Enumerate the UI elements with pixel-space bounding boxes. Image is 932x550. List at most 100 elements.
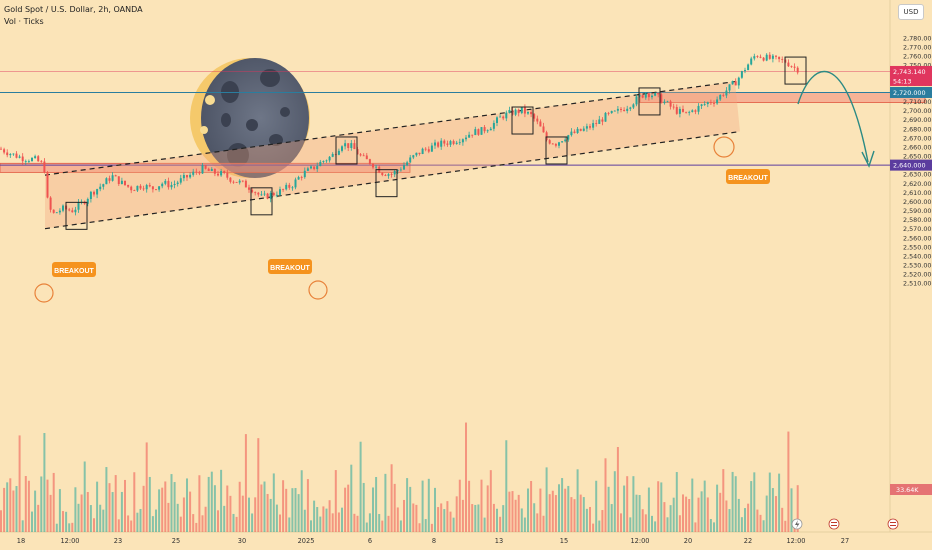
- volume-bar: [595, 480, 598, 532]
- volume-bar: [604, 458, 607, 532]
- volume-bar: [182, 497, 185, 532]
- volume-bar: [654, 521, 657, 532]
- candle-body: [86, 199, 89, 204]
- current-price-tag: 2,743.140: [893, 68, 926, 76]
- candle-body: [545, 132, 548, 141]
- candle-body: [155, 189, 157, 191]
- candle-body: [272, 193, 275, 196]
- candle-body: [347, 143, 350, 148]
- volume-bar: [248, 497, 250, 532]
- candle-body: [554, 144, 557, 146]
- candle-body: [372, 164, 374, 168]
- volume-bar: [334, 470, 337, 532]
- volume-bar: [93, 518, 95, 532]
- candle-body: [263, 193, 266, 195]
- candle-body: [34, 156, 37, 159]
- candle-body: [697, 105, 700, 112]
- candle-body: [480, 127, 483, 135]
- candle-body: [27, 161, 30, 162]
- price-tick-label: 2,610.000: [903, 189, 932, 197]
- candle-body: [15, 153, 18, 158]
- candle-body: [331, 153, 334, 157]
- candle-body: [328, 156, 331, 161]
- volume-bar: [734, 476, 737, 532]
- volume-bar: [716, 484, 719, 532]
- time-tick-label: 13: [495, 537, 503, 545]
- candle-body: [186, 175, 188, 178]
- candle-body: [523, 107, 526, 114]
- price-tick-label: 2,520.000: [903, 271, 932, 279]
- volume-bar: [505, 440, 508, 532]
- volume-bar: [533, 503, 536, 532]
- candle-body: [220, 171, 223, 176]
- candle-body: [102, 184, 105, 187]
- volume-bar: [62, 511, 64, 532]
- volume-bar: [37, 504, 40, 532]
- breakout-label: BREAKOUT: [268, 259, 312, 274]
- candle-body: [406, 162, 409, 166]
- candle-body: [548, 140, 551, 144]
- volume-bar: [55, 523, 58, 532]
- volume-bar: [288, 517, 291, 532]
- volume-bar: [40, 476, 43, 532]
- volume-bar: [635, 494, 638, 532]
- volume-bar: [784, 520, 787, 532]
- price-tick-label: 2,630.000: [903, 171, 932, 179]
- candle-body: [641, 95, 644, 98]
- candle-body: [285, 184, 288, 190]
- time-tick-label: 6: [368, 537, 372, 545]
- candle-body: [362, 155, 365, 157]
- candle-body: [592, 123, 595, 128]
- candle-body: [706, 102, 709, 105]
- volume-bar: [629, 517, 632, 532]
- candle-body: [353, 143, 356, 150]
- volume-bar: [561, 478, 564, 532]
- candle-body: [728, 84, 731, 91]
- volume-bar: [102, 509, 105, 532]
- candle-body: [437, 142, 440, 147]
- volume-bar: [155, 509, 157, 532]
- volume-bar: [235, 516, 238, 532]
- candle-body: [647, 93, 650, 98]
- volume-bar: [80, 494, 83, 532]
- currency-button[interactable]: USD: [898, 4, 924, 20]
- candle-body: [393, 170, 396, 175]
- candle-body: [613, 110, 616, 112]
- volume-bar: [434, 487, 436, 532]
- volume-bar: [148, 476, 151, 532]
- candle-body: [213, 168, 216, 174]
- lightning-icon[interactable]: [791, 518, 803, 530]
- volume-bar: [499, 516, 502, 532]
- us-flag-icon[interactable]: [828, 518, 840, 530]
- candle-body: [744, 70, 746, 72]
- time-tick-label: 8: [432, 537, 436, 545]
- candle-body: [232, 181, 235, 183]
- volume-bar: [675, 472, 678, 532]
- volume-bar: [384, 473, 387, 532]
- volume-bar: [610, 504, 613, 532]
- candle-body: [120, 180, 123, 184]
- candle-body: [130, 186, 133, 191]
- volume-bar: [381, 520, 384, 532]
- volume-bar: [359, 441, 362, 532]
- candle-body: [0, 148, 2, 150]
- candle-body: [536, 118, 539, 122]
- time-tick-label: 12:00: [60, 537, 79, 545]
- candle-body: [384, 175, 387, 176]
- candle-body: [403, 165, 405, 170]
- price-tick-label: 2,710.000: [903, 98, 932, 106]
- candle-body: [195, 171, 198, 173]
- candle-body: [471, 134, 474, 136]
- candle-body: [319, 161, 322, 167]
- price-tick-label: 2,560.000: [903, 234, 932, 242]
- candle-body: [573, 131, 576, 133]
- volume-bar: [133, 472, 136, 532]
- candle-body: [623, 109, 626, 111]
- candle-body: [576, 128, 579, 133]
- us-flag-icon[interactable]: [887, 518, 899, 530]
- time-tick-label: 2025: [298, 537, 315, 545]
- time-tick-label: 20: [684, 537, 692, 545]
- candle-body: [502, 116, 505, 119]
